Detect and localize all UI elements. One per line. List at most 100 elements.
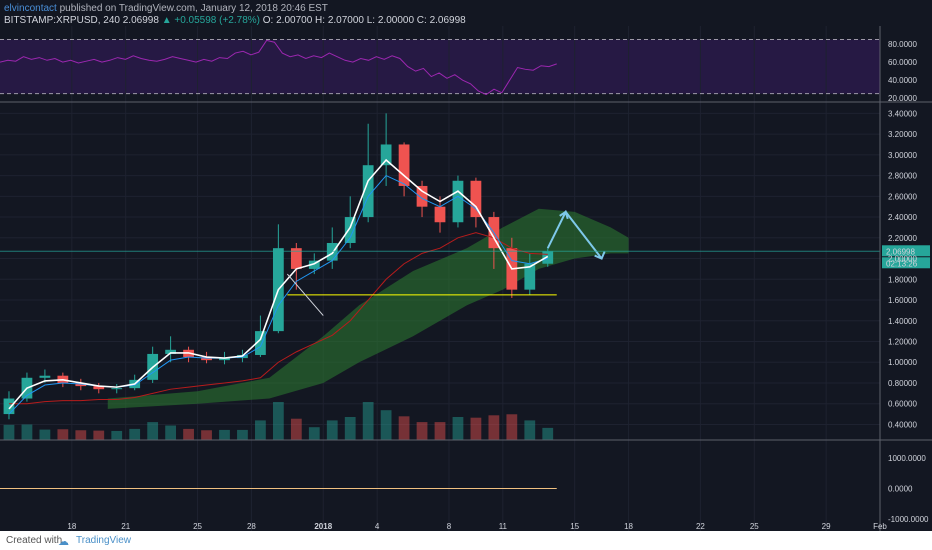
candle-body <box>290 248 302 269</box>
published-text: published on TradingView.com, January 12… <box>59 3 328 14</box>
x-tick-label: 25 <box>193 522 202 531</box>
cloud-icon: ☁ <box>58 536 69 548</box>
rsi-band-fill <box>0 39 880 94</box>
volume-bar <box>147 422 159 440</box>
axes: 18 21 25 28 2018 4 8 11 15 18 22 25 29 Feb 3.40000 3.20… <box>0 26 932 531</box>
price-tick-label: 1.80000 <box>888 275 917 284</box>
countdown-tag <box>882 257 930 269</box>
tradingview-brand[interactable]: TradingView <box>76 535 132 546</box>
volume-bar <box>380 410 392 440</box>
candle-body <box>308 260 320 269</box>
last-price-tag-label: 2.06998 <box>886 247 915 256</box>
rsi-tick-label: 80.0000 <box>888 40 917 49</box>
price-tick-label: 2.20000 <box>888 234 917 243</box>
projection-arrow-head-up <box>559 210 569 220</box>
volume-bar <box>398 416 410 440</box>
volume-bar <box>290 418 302 440</box>
candle-body <box>434 206 446 223</box>
candle-body <box>75 382 87 387</box>
price-change: +0.05598 (+2.78%) <box>174 15 260 26</box>
x-tick-label: 18 <box>67 522 76 531</box>
candle-body <box>255 331 266 355</box>
drawn-trend-line <box>286 273 324 316</box>
price-tick-label: 0.40000 <box>888 420 917 429</box>
candle-body <box>326 242 338 261</box>
volume-bar <box>416 422 428 440</box>
volume-bar <box>75 430 87 440</box>
volume-bar <box>93 430 105 440</box>
price-tick-label: 0.80000 <box>888 379 917 388</box>
last-price: 2.06998 <box>122 15 159 26</box>
price-tick-label: 1.40000 <box>888 317 917 326</box>
rsi-tick-label: 20.0000 <box>888 94 917 103</box>
volume-bar <box>344 417 356 440</box>
candle-body <box>380 144 392 166</box>
volume-bar <box>237 429 248 440</box>
volume-bar <box>452 417 464 440</box>
x-tick-label: 2018 <box>314 522 332 531</box>
volume-bar <box>542 427 554 440</box>
created-with-label: Created with <box>6 535 63 546</box>
annotations: 2.06998 02:13:26 <box>0 209 930 316</box>
price-chart[interactable]: 2.06998 02:13:26 18 21 25 28 2018 4 8 11 15 18 22 25… <box>0 0 932 531</box>
volume-bar <box>506 414 518 440</box>
volume-bar <box>272 402 284 440</box>
x-tick-label: 18 <box>624 522 633 531</box>
osc-tick-label: 1000.0000 <box>888 454 926 463</box>
candle-body <box>470 180 482 218</box>
volume-bar <box>470 417 482 440</box>
x-tick-label: 22 <box>696 522 705 531</box>
x-tick-label: 15 <box>570 522 579 531</box>
red-ma-line <box>8 232 548 405</box>
candle-body <box>416 185 428 207</box>
candle-body <box>219 358 230 361</box>
rsi-line <box>0 39 557 96</box>
volume-bar <box>201 430 212 440</box>
x-tick-label: 11 <box>499 522 508 531</box>
candle-body <box>111 388 123 390</box>
price-tick-label: 1.20000 <box>888 337 917 346</box>
volume-bar <box>219 429 230 440</box>
candle-body <box>93 386 105 390</box>
footer: Created with ☁ TradingView <box>0 531 932 550</box>
ohlc-values: O: 2.00700 H: 2.07000 L: 2.00000 C: 2.06… <box>262 15 466 26</box>
price-tick-label: 2.00000 <box>888 255 917 264</box>
volume-bar <box>183 428 194 440</box>
ichimoku-cloud <box>107 208 629 409</box>
volume-bar <box>362 402 374 440</box>
x-tick-label: 25 <box>750 522 759 531</box>
symbol-label: BITSTAMP:XRPUSD, 240 <box>4 15 120 26</box>
volume-bar <box>57 429 69 440</box>
volume-bar <box>488 415 500 440</box>
candle-body <box>344 217 356 243</box>
price-tick-label: 2.80000 <box>888 172 917 181</box>
change-up-icon: ▲ <box>161 15 172 26</box>
author-link[interactable]: elvincontact <box>4 3 57 14</box>
volume-bar <box>434 422 446 440</box>
rsi-pane <box>0 39 880 96</box>
last-price-tag <box>882 245 930 257</box>
volume-bar <box>165 425 176 440</box>
x-tick-label: 29 <box>822 522 831 531</box>
candle-body <box>39 375 51 378</box>
x-tick-label: 8 <box>447 522 452 531</box>
countdown-tag-label: 02:13:26 <box>886 259 918 268</box>
moving-averages <box>8 158 549 415</box>
price-tick-label: 1.60000 <box>888 296 917 305</box>
price-tick-label: 3.40000 <box>888 109 917 118</box>
volume-bar <box>524 420 536 440</box>
candle-body <box>201 357 212 361</box>
candle-body <box>362 165 374 218</box>
volume-bars <box>3 402 554 440</box>
publish-info: elvincontact published on TradingView.co… <box>4 3 328 14</box>
x-tick-label: Feb <box>873 522 887 531</box>
candle-body <box>3 398 15 415</box>
volume-bar <box>39 429 51 440</box>
projection-arrow-head <box>594 251 606 260</box>
white-ma-line <box>8 158 549 410</box>
volume-bar <box>308 427 320 440</box>
volume-bar <box>255 420 266 440</box>
x-tick-label: 21 <box>121 522 130 531</box>
cloud-area <box>107 208 629 409</box>
price-tick-label: 2.60000 <box>888 192 917 201</box>
